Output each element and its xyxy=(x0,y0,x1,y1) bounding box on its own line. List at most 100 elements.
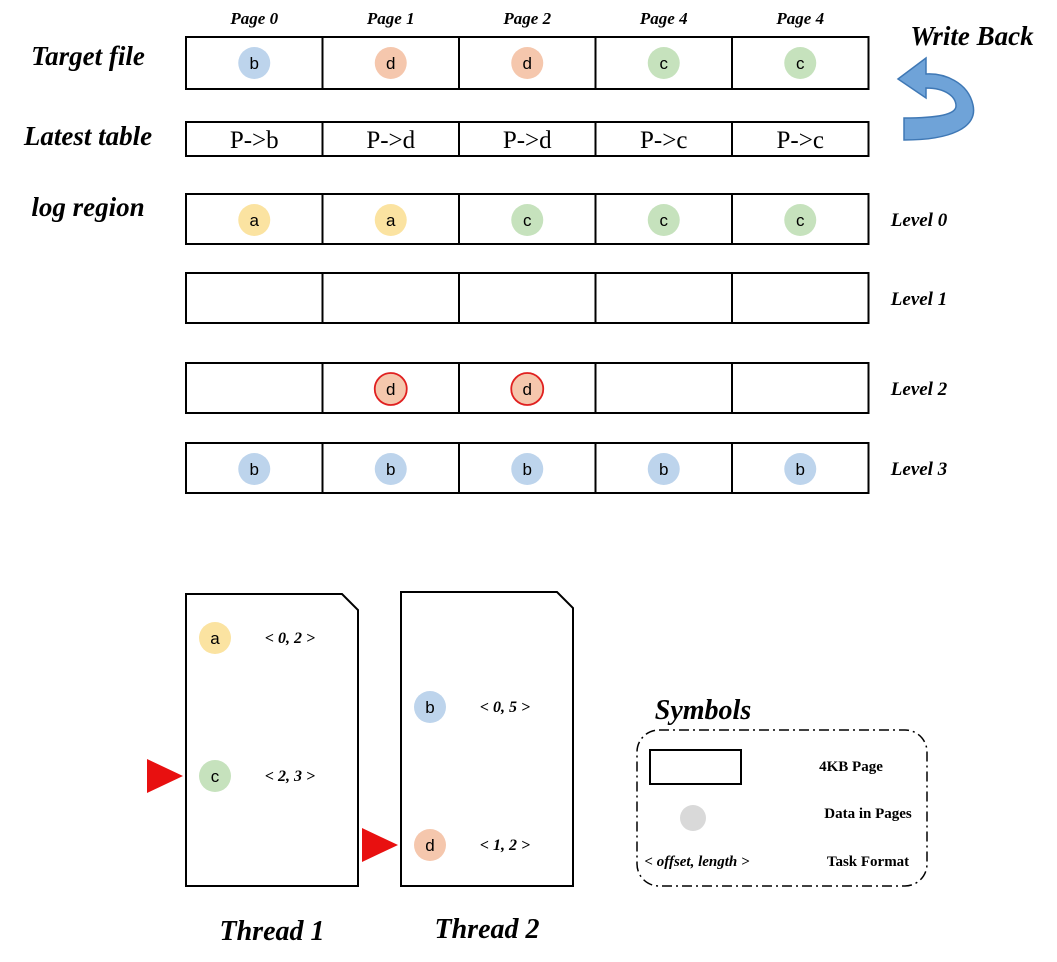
write-back-label: Write Back xyxy=(910,21,1034,51)
thread-document-shape xyxy=(185,593,359,887)
data-dot-circle xyxy=(199,622,231,654)
thread-card: b < 0, 5 > d < 1, 2 > Thread 2 xyxy=(362,591,574,945)
data-dot-c: c xyxy=(784,47,817,79)
data-dot-letter: d xyxy=(425,836,434,855)
legend-format-label: Task Format xyxy=(827,854,909,870)
symbols-legend: Symbols 4KB Page Data in Pages < offset,… xyxy=(636,695,928,887)
data-dot-letter: d xyxy=(386,54,395,73)
page-header: Page 1 xyxy=(366,9,415,28)
data-dot-circle xyxy=(374,204,407,236)
legend-page-symbol xyxy=(649,749,742,785)
data-dot-c: c xyxy=(784,204,817,236)
data-dot-d: d xyxy=(373,372,408,406)
data-dot-b: b xyxy=(647,453,680,485)
latest-table-label: Latest table xyxy=(23,121,152,151)
data-dot-circle xyxy=(784,47,817,79)
data-dot-a: a xyxy=(199,622,231,654)
current-task-pointer-icon xyxy=(362,828,398,862)
data-dot-circle xyxy=(374,453,407,485)
latest-table-frame xyxy=(185,121,870,157)
data-dot-b: b xyxy=(238,47,271,79)
latest-table-entry: P->c xyxy=(640,127,687,154)
latest-table-entry: P->b xyxy=(230,127,279,154)
data-dot-letter: a xyxy=(386,211,396,230)
threads: a < 0, 2 > c < 2, 3 > Thread 1 b < 0, 5 > d < 1,… xyxy=(147,591,574,947)
page-headers: Page 0 Page 1 Page 2 Page 4 Page 4 xyxy=(229,9,824,28)
latest-table-entry: P->d xyxy=(366,127,415,154)
task-format: < 1, 2 > xyxy=(480,837,530,854)
thread-document-shape xyxy=(400,591,574,887)
data-dot-letter: d xyxy=(523,380,532,399)
data-dot-d: d xyxy=(511,47,544,79)
data-dot-letter: d xyxy=(523,54,532,73)
data-dot-letter: b xyxy=(523,460,532,479)
data-dot-circle xyxy=(238,47,271,79)
data-dot-circle xyxy=(373,372,408,406)
data-dot-letter: b xyxy=(386,460,395,479)
target-file-label: Target file xyxy=(31,41,145,71)
thread-label: Thread 1 xyxy=(220,916,325,947)
task-format: < 2, 3 > xyxy=(265,768,315,785)
legend-data-dot-icon xyxy=(680,805,706,831)
write-back-arrow-icon xyxy=(896,56,975,141)
data-dot-letter: c xyxy=(523,211,532,230)
legend-data-label: Data in Pages xyxy=(824,806,912,822)
current-task-pointer-icon xyxy=(147,759,183,793)
log-level-row: d d Level 2 xyxy=(185,362,948,414)
data-dot-c: c xyxy=(647,204,680,236)
data-dot-letter: c xyxy=(660,54,669,73)
data-dot-d: d xyxy=(414,829,446,861)
data-dot-b: b xyxy=(784,453,817,485)
data-dot-circle xyxy=(374,47,407,79)
data-dot-circle xyxy=(647,204,680,236)
page-header: Page 4 xyxy=(639,9,688,28)
data-dot-b: b xyxy=(238,453,271,485)
data-dot-circle xyxy=(511,47,544,79)
thread-card: a < 0, 2 > c < 2, 3 > Thread 1 xyxy=(147,593,359,947)
data-dot-c: c xyxy=(199,760,231,792)
legend-format-sample: < offset, length > xyxy=(644,854,750,870)
legend-frame xyxy=(636,729,928,887)
task-format: < 0, 5 > xyxy=(480,699,530,716)
data-dot-circle xyxy=(414,829,446,861)
thread-label: Thread 2 xyxy=(435,914,540,945)
latest-table-entry: P->d xyxy=(503,127,552,154)
data-dot-letter: b xyxy=(250,460,259,479)
data-dot-c: c xyxy=(647,47,680,79)
data-dot-circle xyxy=(511,204,544,236)
data-dot-letter: b xyxy=(250,54,259,73)
log-level-row: Level 1 xyxy=(185,272,947,324)
legend-page-label: 4KB Page xyxy=(819,759,883,775)
data-dot-circle xyxy=(647,47,680,79)
data-dot-letter: d xyxy=(386,380,395,399)
page-header: Page 2 xyxy=(502,9,551,28)
level-label: Level 2 xyxy=(890,379,948,400)
data-dot-b: b xyxy=(511,453,544,485)
level-label: Level 3 xyxy=(890,459,947,480)
data-dot-a: a xyxy=(374,204,407,236)
log-level-frame xyxy=(185,272,870,324)
data-dot-circle xyxy=(414,691,446,723)
page-header: Page 4 xyxy=(775,9,824,28)
task-format: < 0, 2 > xyxy=(265,630,315,647)
data-dot-a: a xyxy=(238,204,271,236)
log-level-row: a a c c c Level 0 xyxy=(185,193,948,245)
page-header: Page 0 xyxy=(229,9,278,28)
data-dot-circle xyxy=(511,453,544,485)
data-dot-letter: b xyxy=(425,698,434,717)
data-dot-d: d xyxy=(374,47,407,79)
latest-table-entry: P->c xyxy=(777,127,824,154)
data-dot-circle xyxy=(238,204,271,236)
data-dot-letter: c xyxy=(796,54,805,73)
data-dot-letter: c xyxy=(660,211,669,230)
data-dot-circle xyxy=(510,372,545,406)
data-dot-b: b xyxy=(414,691,446,723)
data-dot-d: d xyxy=(510,372,545,406)
log-region-label: log region xyxy=(31,192,144,222)
data-dot-b: b xyxy=(374,453,407,485)
data-dot-circle xyxy=(784,453,817,485)
legend-title: Symbols xyxy=(655,695,752,726)
data-dot-letter: c xyxy=(211,767,220,786)
